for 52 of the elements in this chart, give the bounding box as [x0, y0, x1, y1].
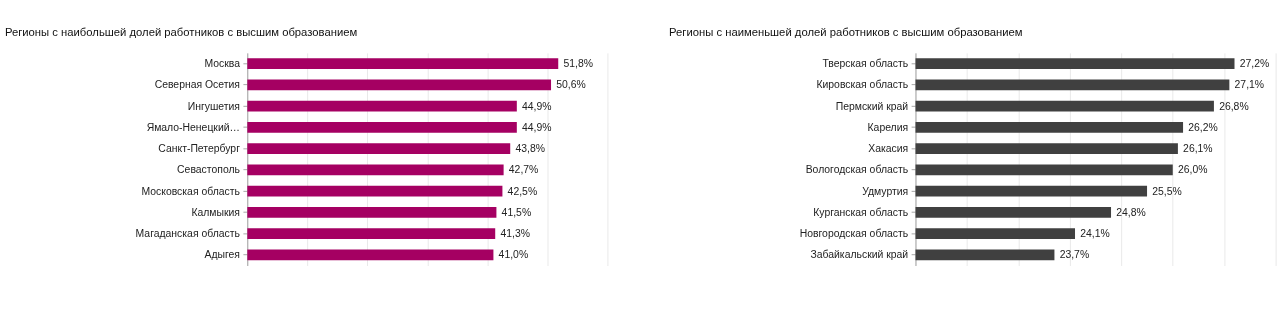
data-label: 25,5%: [1152, 185, 1182, 197]
data-label: 27,2%: [1239, 58, 1270, 70]
data-label: 41,3%: [500, 228, 530, 240]
bar: [247, 58, 559, 69]
bar: [247, 164, 504, 176]
data-label: 26,8%: [1219, 100, 1249, 112]
y-tick-label: Севастополь: [177, 164, 240, 176]
y-tick-label: Москва: [204, 58, 241, 70]
data-label: 42,7%: [508, 164, 539, 176]
y-tick-label: Калмыкия: [191, 206, 240, 218]
y-tick-label: Московская область: [141, 185, 240, 197]
y-tick-label: Ингушетия: [187, 100, 240, 112]
data-label: 27,1%: [1234, 79, 1265, 91]
y-tick-label: Вологодская область: [805, 164, 909, 176]
bar: [247, 100, 517, 112]
y-tick-label: Карелия: [867, 121, 909, 133]
bar: [247, 122, 517, 133]
data-label: 26,1%: [1183, 143, 1213, 155]
bar: [247, 79, 552, 91]
y-tick-label: Тверская область: [822, 58, 909, 70]
bar: [247, 228, 496, 239]
data-label: 26,0%: [1177, 164, 1208, 176]
data-label: 26,2%: [1188, 121, 1218, 133]
y-tick-label: Курганская область: [813, 206, 909, 218]
bar: [247, 207, 497, 218]
data-label: 44,9%: [522, 100, 552, 112]
bar: [247, 249, 494, 261]
data-label: 43,8%: [515, 143, 545, 155]
y-tick-label: Забайкальский край: [810, 249, 909, 261]
y-tick-label: Санкт-Петербург: [158, 143, 241, 155]
y-tick-label: Магаданская область: [135, 228, 240, 240]
y-tick-label: Хакасия: [868, 143, 909, 155]
data-label: 24,8%: [1116, 206, 1146, 218]
y-tick-label: Кировская область: [816, 79, 909, 91]
y-tick-label: Ямало-Ненецкий…: [146, 121, 240, 133]
data-label: 44,9%: [522, 121, 552, 133]
bar: [247, 185, 503, 197]
y-tick-label: Адыгея: [204, 249, 240, 261]
y-tick-label: Удмуртия: [862, 185, 909, 197]
data-label: 51,8%: [563, 58, 593, 70]
y-tick-label: Новгородская область: [799, 228, 909, 240]
chart-title: Регионы с наибольшей долей работников с высшим образованием: [4, 26, 358, 39]
data-label: 41,0%: [498, 249, 529, 261]
bar: [247, 143, 511, 154]
chart-title: Регионы с наименьшей долей работников с высшим образованием: [669, 26, 1023, 39]
data-label: 50,6%: [556, 79, 586, 91]
data-label: 41,5%: [501, 206, 532, 218]
data-label: 24,1%: [1080, 228, 1110, 240]
y-tick-label: Пермский край: [835, 100, 909, 112]
data-label: 42,5%: [507, 185, 538, 197]
data-label: 23,7%: [1059, 249, 1090, 261]
y-tick-label: Северная Осетия: [154, 79, 240, 91]
